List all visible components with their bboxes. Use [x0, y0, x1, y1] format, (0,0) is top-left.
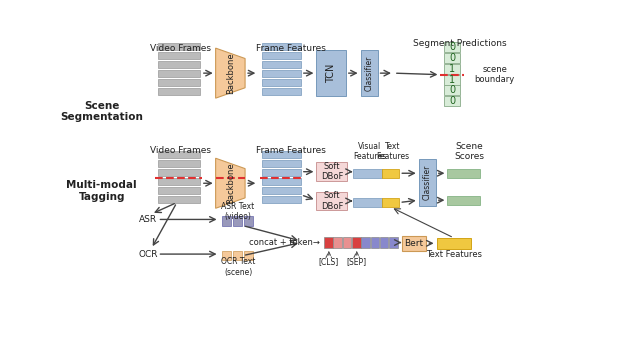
- FancyBboxPatch shape: [444, 85, 460, 96]
- Text: 0: 0: [449, 85, 455, 96]
- FancyBboxPatch shape: [382, 169, 399, 178]
- FancyBboxPatch shape: [444, 42, 460, 52]
- Text: 0: 0: [449, 96, 455, 106]
- Text: Video Frames: Video Frames: [150, 44, 211, 53]
- FancyBboxPatch shape: [157, 178, 200, 185]
- FancyBboxPatch shape: [157, 151, 200, 158]
- FancyBboxPatch shape: [444, 96, 460, 106]
- FancyBboxPatch shape: [262, 169, 301, 176]
- FancyBboxPatch shape: [262, 151, 301, 158]
- Text: 0: 0: [449, 53, 455, 63]
- FancyBboxPatch shape: [419, 158, 436, 206]
- Polygon shape: [216, 158, 245, 208]
- FancyBboxPatch shape: [382, 198, 399, 207]
- Text: [CLS]: [CLS]: [319, 257, 339, 266]
- FancyBboxPatch shape: [380, 237, 388, 248]
- FancyBboxPatch shape: [353, 198, 382, 207]
- FancyBboxPatch shape: [444, 75, 460, 85]
- Text: ASR: ASR: [139, 215, 157, 224]
- Text: Soft
DBoF: Soft DBoF: [321, 191, 343, 211]
- FancyBboxPatch shape: [262, 44, 301, 50]
- FancyBboxPatch shape: [157, 44, 200, 50]
- FancyBboxPatch shape: [157, 88, 200, 95]
- FancyBboxPatch shape: [436, 238, 472, 249]
- Polygon shape: [216, 48, 245, 98]
- Text: Frame Features: Frame Features: [256, 146, 326, 155]
- Text: Frame Features: Frame Features: [256, 44, 326, 53]
- FancyBboxPatch shape: [157, 52, 200, 59]
- FancyBboxPatch shape: [262, 178, 301, 185]
- FancyBboxPatch shape: [157, 70, 200, 77]
- FancyBboxPatch shape: [333, 237, 342, 248]
- FancyBboxPatch shape: [343, 237, 351, 248]
- FancyBboxPatch shape: [233, 216, 242, 226]
- FancyBboxPatch shape: [262, 70, 301, 77]
- FancyBboxPatch shape: [244, 216, 253, 226]
- Text: concat + token→: concat + token→: [250, 238, 320, 247]
- FancyBboxPatch shape: [316, 192, 348, 210]
- FancyBboxPatch shape: [360, 50, 378, 96]
- FancyBboxPatch shape: [157, 169, 200, 176]
- FancyBboxPatch shape: [316, 50, 346, 96]
- FancyBboxPatch shape: [447, 195, 480, 205]
- FancyBboxPatch shape: [157, 160, 200, 167]
- Text: 0: 0: [449, 42, 455, 52]
- Text: Scene
Scores: Scene Scores: [454, 142, 484, 162]
- Text: Soft
DBoF: Soft DBoF: [321, 162, 343, 182]
- FancyBboxPatch shape: [402, 236, 426, 251]
- Text: Text
Features: Text Features: [376, 142, 410, 162]
- FancyBboxPatch shape: [444, 64, 460, 74]
- Text: Multi-modal
Tagging: Multi-modal Tagging: [67, 180, 137, 202]
- Text: Backbone: Backbone: [226, 52, 235, 94]
- FancyBboxPatch shape: [362, 237, 370, 248]
- Text: Scene
Segmentation: Scene Segmentation: [60, 101, 143, 122]
- Text: Classifier: Classifier: [422, 165, 432, 200]
- FancyBboxPatch shape: [262, 195, 301, 203]
- Text: Classifier: Classifier: [365, 55, 374, 91]
- FancyBboxPatch shape: [324, 237, 333, 248]
- FancyBboxPatch shape: [447, 169, 480, 178]
- Text: Bert: Bert: [404, 239, 424, 248]
- FancyBboxPatch shape: [352, 237, 360, 248]
- Text: 1: 1: [449, 75, 455, 85]
- FancyBboxPatch shape: [262, 79, 301, 86]
- FancyBboxPatch shape: [262, 187, 301, 194]
- Text: [SEP]: [SEP]: [347, 257, 367, 266]
- Text: Visual
Features: Visual Features: [353, 142, 387, 162]
- FancyBboxPatch shape: [389, 237, 397, 248]
- FancyBboxPatch shape: [262, 61, 301, 68]
- Text: Text Features: Text Features: [426, 250, 482, 259]
- FancyBboxPatch shape: [233, 251, 242, 260]
- FancyBboxPatch shape: [353, 169, 382, 178]
- FancyBboxPatch shape: [262, 52, 301, 59]
- FancyBboxPatch shape: [157, 187, 200, 194]
- Text: ASR Text
(video): ASR Text (video): [221, 202, 255, 221]
- Text: Segment Predictions: Segment Predictions: [413, 39, 507, 48]
- FancyBboxPatch shape: [444, 53, 460, 63]
- FancyBboxPatch shape: [157, 61, 200, 68]
- Text: 1: 1: [449, 64, 455, 74]
- Text: OCR: OCR: [138, 250, 158, 259]
- FancyBboxPatch shape: [222, 216, 231, 226]
- Text: OCR Text
(scene): OCR Text (scene): [221, 257, 255, 277]
- FancyBboxPatch shape: [316, 163, 348, 181]
- Text: Video Frames: Video Frames: [150, 146, 211, 155]
- Text: Backbone: Backbone: [226, 163, 235, 204]
- FancyBboxPatch shape: [262, 88, 301, 95]
- FancyBboxPatch shape: [157, 79, 200, 86]
- FancyBboxPatch shape: [262, 160, 301, 167]
- FancyBboxPatch shape: [371, 237, 379, 248]
- Text: scene
boundary: scene boundary: [474, 65, 515, 84]
- FancyBboxPatch shape: [157, 195, 200, 203]
- FancyBboxPatch shape: [244, 251, 253, 260]
- Text: TCN: TCN: [326, 64, 336, 83]
- FancyBboxPatch shape: [222, 251, 231, 260]
